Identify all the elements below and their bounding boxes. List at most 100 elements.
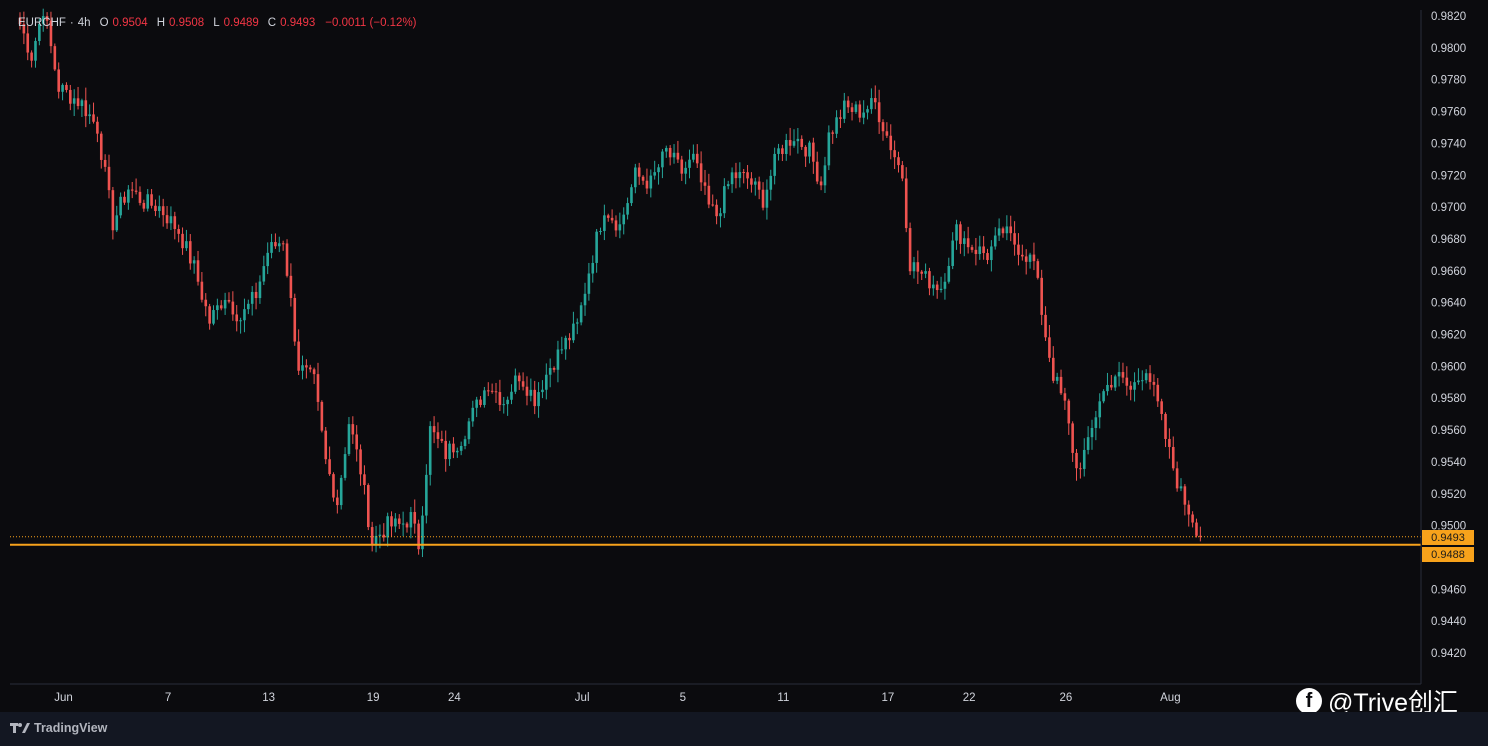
candle [448, 440, 451, 466]
candle [22, 11, 26, 45]
symbol-name[interactable]: EURCHF [18, 17, 66, 29]
candle [1024, 249, 1028, 275]
candle [707, 173, 711, 209]
x-tick-label: 7 [165, 692, 171, 704]
candle-body [773, 153, 776, 176]
candle [150, 188, 153, 209]
candle [1141, 370, 1144, 391]
candle [1009, 215, 1013, 242]
candle-body [1086, 437, 1090, 450]
candle-body [804, 146, 807, 157]
candle [637, 162, 641, 185]
candle [1021, 244, 1024, 261]
candle [61, 83, 64, 101]
x-tick-label: 5 [680, 692, 686, 704]
candle [127, 185, 130, 210]
candle-body [127, 189, 130, 203]
candle-body [614, 220, 618, 231]
candle-body [618, 224, 622, 231]
candle-body [69, 89, 72, 104]
candle-body [130, 189, 134, 191]
candle [692, 144, 695, 163]
candle [428, 421, 432, 486]
candle [444, 430, 447, 472]
candle [657, 164, 660, 185]
candle [359, 444, 362, 486]
candle [266, 242, 269, 275]
candle [123, 191, 126, 205]
candle-body [219, 305, 223, 309]
candle-body [545, 374, 548, 390]
candle-body [560, 349, 564, 351]
candle-body [893, 150, 896, 158]
candle [866, 105, 869, 120]
candle-body [827, 132, 831, 166]
candle-body [146, 194, 150, 209]
candle-body [328, 459, 331, 475]
y-tick-label: 0.9580 [1431, 393, 1466, 405]
candle [293, 293, 297, 346]
candle [355, 425, 358, 462]
candle [792, 129, 796, 148]
candle-body [583, 293, 587, 306]
candle-body [138, 191, 142, 203]
candle-body [301, 365, 304, 371]
candle [1106, 372, 1109, 396]
candle [339, 474, 343, 510]
candle [955, 219, 958, 250]
last-price-tag: 0.9493 [1422, 530, 1474, 545]
candle-body [881, 122, 885, 132]
y-tick-label: 0.9720 [1431, 170, 1466, 182]
candle [951, 232, 954, 270]
candle-body [471, 407, 475, 422]
candle-body [266, 252, 269, 267]
candle [719, 207, 722, 228]
candle [514, 368, 517, 395]
candle-body [413, 512, 417, 524]
candle-body [343, 454, 347, 478]
candle-body [289, 275, 293, 299]
candle [804, 145, 807, 167]
candle-body [34, 40, 37, 61]
candle [947, 257, 951, 284]
candle [575, 318, 579, 335]
candle-body [277, 243, 281, 247]
candle-body [1125, 377, 1129, 386]
candle [99, 131, 103, 169]
candle [479, 396, 482, 408]
candle-body [676, 152, 680, 160]
interval-label[interactable]: 4h [77, 17, 91, 29]
candle-body [65, 84, 68, 90]
candle-body [1137, 380, 1140, 383]
candle-body [363, 474, 366, 486]
candle [1082, 438, 1086, 477]
symbol-legend[interactable]: EURCHF · 4h O 0.9504 H 0.9508 L 0.9489 C 0.9… [18, 17, 417, 29]
candle-body [72, 98, 76, 104]
candle-body [587, 273, 591, 294]
candlestick-chart[interactable]: 0.9820 0.9800 0.9780 0.9760 0.9740 0.9720 0.97… [0, 0, 1488, 712]
candle [815, 151, 819, 185]
candle-body [684, 167, 687, 174]
candle [262, 255, 266, 286]
candle-body [192, 260, 196, 264]
candle [924, 263, 927, 279]
candle-body [1017, 244, 1020, 255]
candle [939, 276, 943, 293]
candle [65, 82, 68, 93]
tradingview-logo[interactable]: TradingView [10, 720, 107, 736]
candle-body [653, 172, 656, 176]
candle-body [308, 367, 312, 370]
candle-body [622, 214, 626, 225]
candle-body [634, 167, 637, 188]
candle-body [649, 175, 653, 189]
candle [850, 102, 854, 121]
candle-body [258, 281, 262, 299]
candle-body [564, 337, 567, 350]
candle-body [479, 399, 482, 405]
y-tick-label: 0.9800 [1431, 43, 1466, 55]
close-label: C [267, 17, 277, 29]
candle [843, 92, 846, 124]
candle-body [1191, 514, 1194, 523]
chart-area[interactable]: 0.9820 0.9800 0.9780 0.9760 0.9740 0.9720 0.97… [0, 0, 1488, 717]
candle-body [436, 432, 440, 439]
